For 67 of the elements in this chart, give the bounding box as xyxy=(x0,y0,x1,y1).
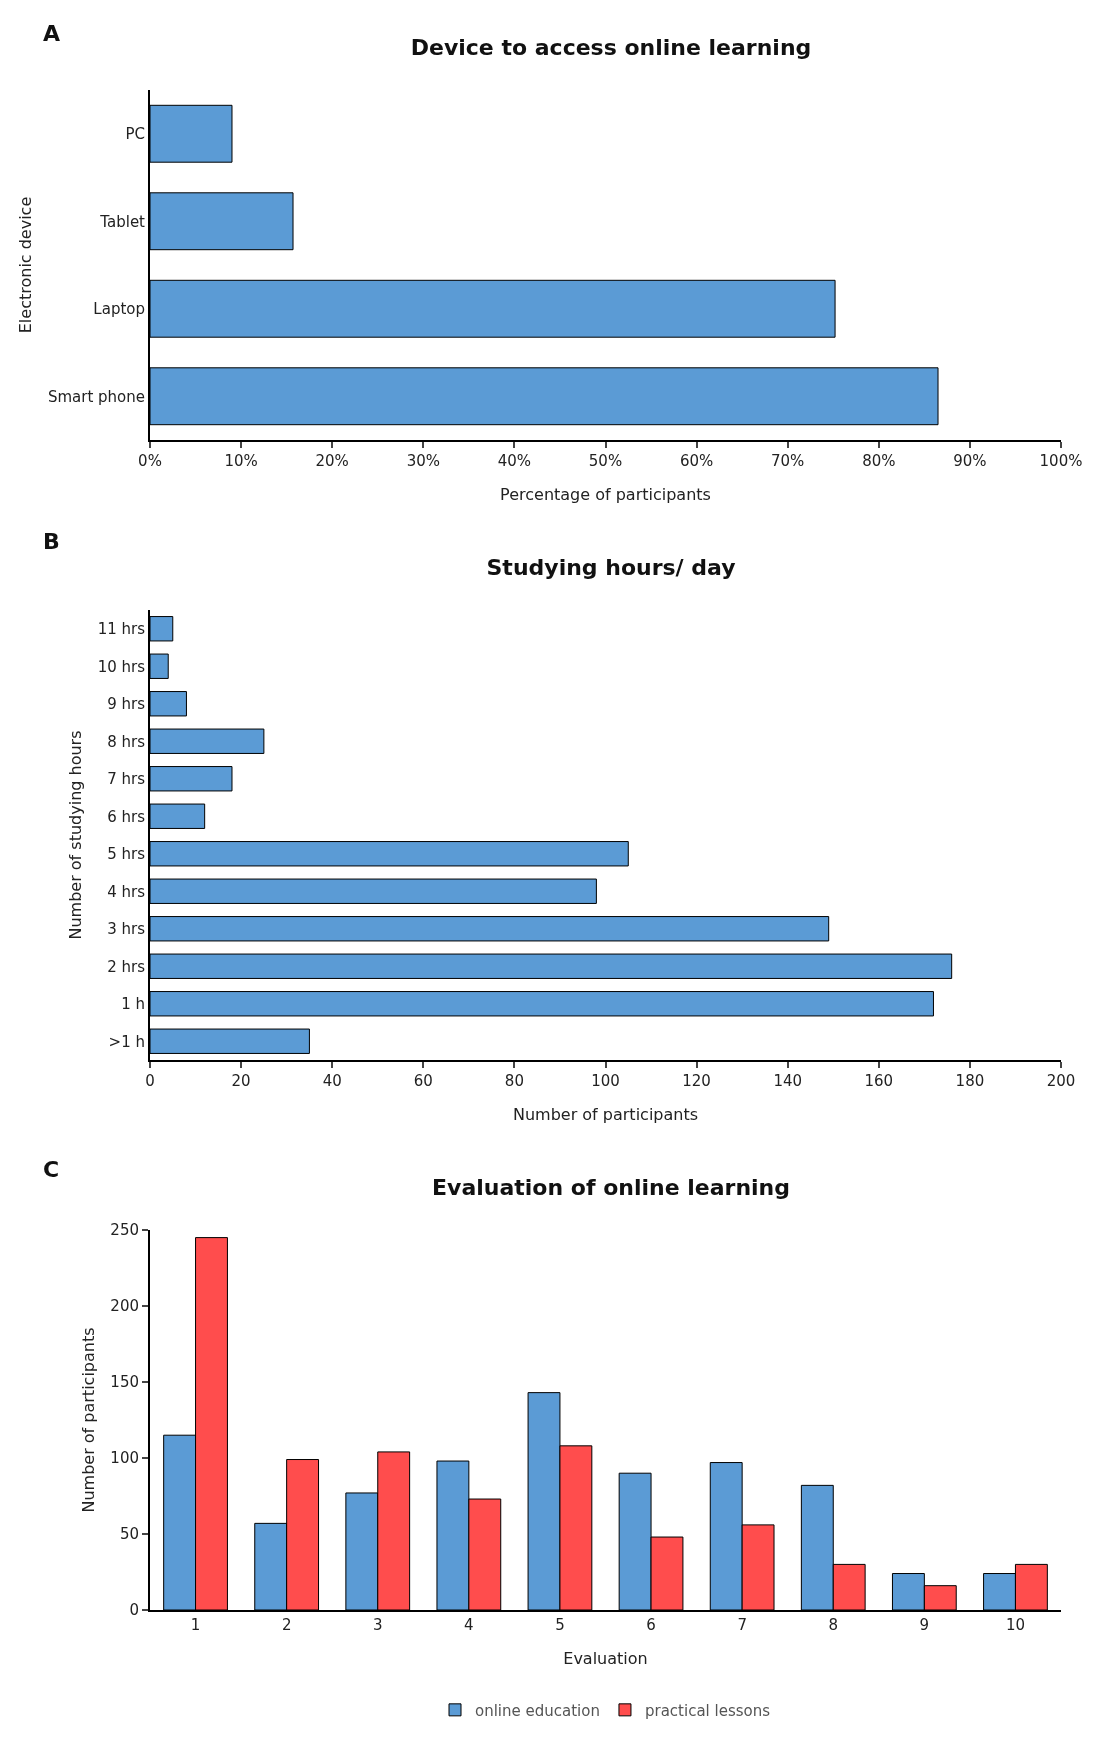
x-tick-label: 80 xyxy=(504,1072,524,1090)
x-tick-label: 60% xyxy=(679,452,714,470)
legend-label: online education xyxy=(475,1701,600,1720)
x-tick-label: 90% xyxy=(953,452,987,470)
y-tick-label: 4 hrs xyxy=(107,882,146,901)
y-tick-label: 9 hrs xyxy=(107,695,146,713)
x-tick-label: 2 xyxy=(281,1616,292,1634)
x-axis-title: Evaluation xyxy=(563,1649,648,1669)
x-tick-label: 8 xyxy=(828,1616,839,1634)
x-tick-label: 6 xyxy=(646,1616,656,1634)
x-tick-label: 10 xyxy=(1005,1616,1025,1634)
x-tick-label: 20 xyxy=(231,1072,251,1090)
x-tick-label: 30% xyxy=(406,452,440,470)
y-tick-label: Smart phone xyxy=(47,387,145,406)
x-tick-label: 20% xyxy=(315,452,349,470)
x-tick-label: 9 xyxy=(919,1616,930,1634)
x-tick-label: 120 xyxy=(682,1072,711,1090)
x-tick-label: 4 xyxy=(464,1616,474,1634)
y-axis-title: Number of participants xyxy=(78,1327,98,1513)
y-tick-label: Tablet xyxy=(99,212,146,231)
chart-title: Studying hours/ day xyxy=(486,555,736,581)
y-tick-label: >1 h xyxy=(108,1032,145,1051)
y-tick-label: 5 hrs xyxy=(107,845,146,863)
y-tick-label: PC xyxy=(125,125,145,143)
y-tick-label: Laptop xyxy=(93,300,145,318)
text: B xyxy=(43,529,60,554)
text: C xyxy=(43,1157,60,1182)
x-tick-label: 50% xyxy=(588,452,623,470)
x-tick-label: 80% xyxy=(862,452,896,470)
y-tick-label: 50 xyxy=(119,1525,139,1544)
y-tick-label: 250 xyxy=(110,1221,139,1240)
x-tick-label: 40% xyxy=(497,452,532,470)
x-tick-label: 100% xyxy=(1039,452,1083,470)
y-axis-title: Electronic device xyxy=(16,196,36,334)
x-tick-label: 100 xyxy=(591,1072,620,1090)
y-tick-label: 100 xyxy=(110,1449,139,1468)
chart-title: Device to access online learning xyxy=(410,35,812,61)
x-tick-label: 140 xyxy=(773,1072,803,1090)
x-tick-label: 1 xyxy=(190,1616,201,1634)
y-axis-title: Number of studying hours xyxy=(66,730,86,940)
y-tick-label: 0 xyxy=(129,1601,139,1620)
text: A xyxy=(43,21,61,46)
chart-title: Evaluation of online learning xyxy=(432,1175,791,1201)
y-tick-label: 8 hrs xyxy=(107,732,146,751)
y-tick-label: 11 hrs xyxy=(97,620,146,638)
y-tick-label: 7 hrs xyxy=(107,770,146,788)
y-tick-label: 10 hrs xyxy=(97,657,146,676)
x-tick-label: 7 xyxy=(737,1616,747,1634)
x-tick-label: 160 xyxy=(864,1072,894,1090)
x-tick-label: 5 xyxy=(555,1616,565,1634)
x-axis-title: Percentage of participants xyxy=(500,485,711,505)
x-tick-label: 10% xyxy=(224,452,258,470)
x-tick-label: 70% xyxy=(771,452,805,470)
x-tick-label: 40 xyxy=(322,1072,342,1090)
x-tick-label: 3 xyxy=(372,1616,383,1634)
y-tick-label: 1 h xyxy=(121,995,145,1013)
legend-label: practical lessons xyxy=(644,1701,771,1720)
y-tick-label: 2 hrs xyxy=(107,957,146,976)
y-tick-label: 150 xyxy=(110,1373,139,1392)
x-tick-label: 200 xyxy=(1046,1072,1076,1090)
x-tick-label: 180 xyxy=(955,1072,985,1090)
y-tick-label: 200 xyxy=(110,1297,139,1316)
y-tick-label: 6 hrs xyxy=(107,807,146,826)
x-axis-title: Number of participants xyxy=(512,1105,699,1125)
x-tick-label: 60 xyxy=(413,1072,433,1090)
y-tick-label: 3 hrs xyxy=(107,920,146,938)
x-tick-label: 0% xyxy=(138,452,162,470)
